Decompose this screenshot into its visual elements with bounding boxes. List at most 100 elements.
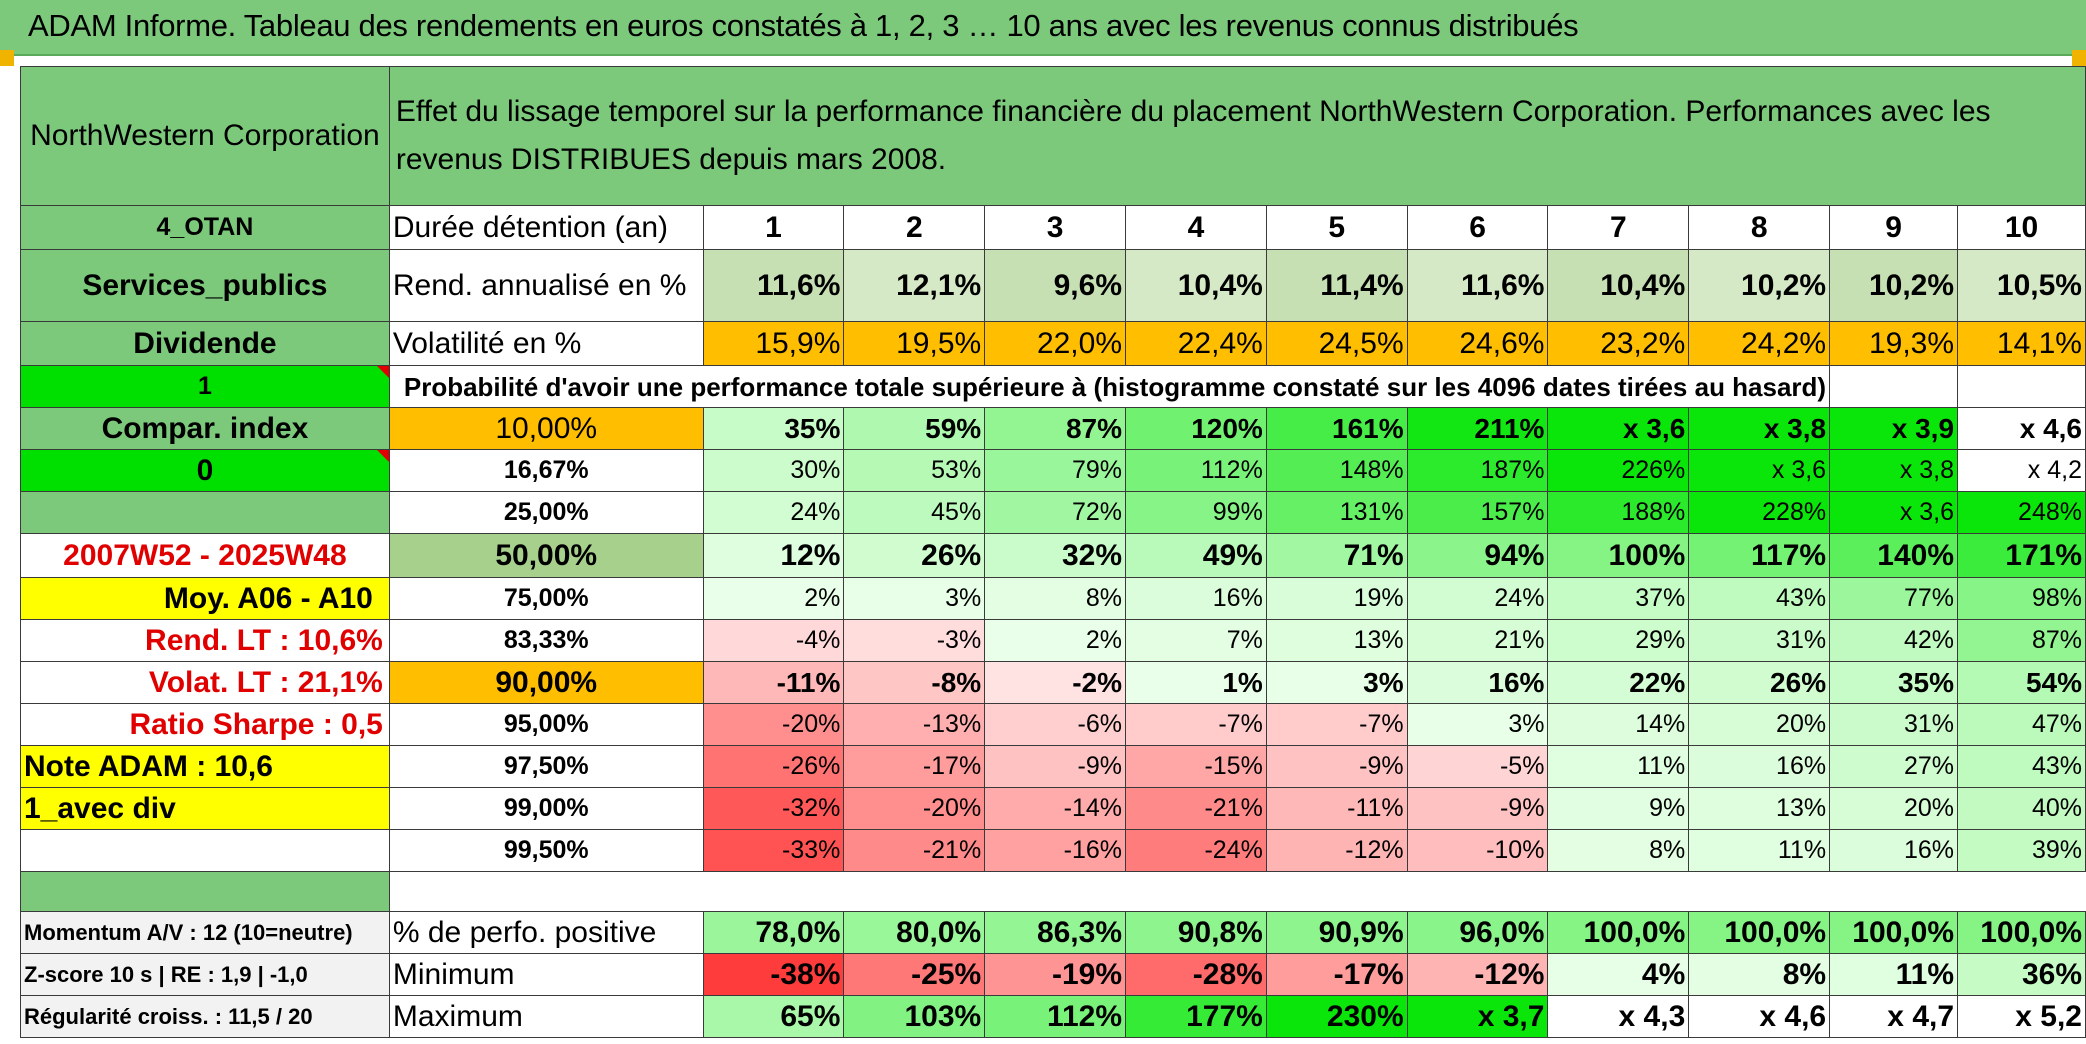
volat-value: 15,9% <box>702 321 845 366</box>
spacer-cell <box>20 871 390 912</box>
stat-value: -38% <box>702 953 845 996</box>
empty-cell <box>20 829 390 872</box>
quantile-value: 43% <box>1957 745 2086 788</box>
quantile-value: -17% <box>843 745 986 788</box>
quantile-value: 13% <box>1688 787 1831 830</box>
year-header: 5 <box>1265 205 1408 250</box>
year-header: 8 <box>1688 205 1831 250</box>
stat-value: 100,0% <box>1829 911 1959 954</box>
quantile-value: -5% <box>1406 745 1549 788</box>
quantile-value: 13% <box>1265 619 1408 662</box>
spacer-cell <box>389 872 2085 912</box>
report-title: ADAM Informe. Tableau des rendements en … <box>28 8 1579 43</box>
quantile-value: -14% <box>984 787 1127 830</box>
stat-value: x 4,3 <box>1547 995 1690 1038</box>
rend-value: 10,2% <box>1688 249 1831 322</box>
quantile-value: 11% <box>1688 829 1831 872</box>
quantile-value: 22% <box>1547 661 1690 704</box>
flag-0: 0 <box>20 449 390 492</box>
quantile-value: 26% <box>843 533 986 578</box>
regularite: Régularité croiss. : 11,5 / 20 <box>20 995 390 1038</box>
quantile-value: 148% <box>1265 449 1408 492</box>
year-header: 9 <box>1829 205 1959 250</box>
quantile-value: 24% <box>1406 577 1549 620</box>
stat-value: 96,0% <box>1406 911 1549 954</box>
quantile-value: 39% <box>1957 829 2086 872</box>
quantile-value: -11% <box>702 661 845 704</box>
quantile-value: x 3,8 <box>1688 407 1831 450</box>
sharpe-ratio: Ratio Sharpe : 0,5 <box>20 703 390 746</box>
quantile-value: -10% <box>1406 829 1549 872</box>
flag-1: 1 <box>20 365 390 408</box>
stat-value: 80,0% <box>843 911 986 954</box>
stat-value: 103% <box>843 995 986 1038</box>
quantile-value: -9% <box>1265 745 1408 788</box>
quantile-value: -12% <box>1265 829 1408 872</box>
volat-value: 19,3% <box>1829 321 1959 366</box>
stat-value: 11% <box>1829 953 1959 996</box>
quantile-value: 8% <box>984 577 1127 620</box>
quantile-pct: 16,67% <box>388 449 704 492</box>
volat-label: Volatilité en % <box>388 321 704 366</box>
quantile-value: 100% <box>1547 533 1690 578</box>
quantile-value: x 3,8 <box>1829 449 1959 492</box>
quantile-value: 228% <box>1688 491 1831 534</box>
volat-value: 23,2% <box>1547 321 1690 366</box>
z-score: Z-score 10 s | RE : 1,9 | -1,0 <box>20 953 390 996</box>
volat-value: 22,4% <box>1125 321 1267 366</box>
year-header: 3 <box>984 205 1127 250</box>
quantile-value: 248% <box>1957 491 2086 534</box>
quantile-value: 12% <box>702 533 845 578</box>
quantile-value: 45% <box>843 491 986 534</box>
stat-value: 90,9% <box>1265 911 1408 954</box>
quantile-pct: 99,50% <box>388 829 704 872</box>
quantile-pct: 83,33% <box>388 619 704 662</box>
quantile-value: 31% <box>1688 619 1831 662</box>
rend-value: 9,6% <box>984 249 1127 322</box>
quantile-value: x 4,6 <box>1957 407 2086 450</box>
volat-lt: Volat. LT : 21,1% <box>20 661 390 704</box>
rend-label: Rend. annualisé en % <box>388 249 704 322</box>
quantile-pct: 95,00% <box>388 703 704 746</box>
year-header: 4 <box>1125 205 1267 250</box>
year-header: 10 <box>1957 205 2086 250</box>
quantile-value: -4% <box>702 619 845 662</box>
quantile-value: 54% <box>1957 661 2086 704</box>
quantile-value: -24% <box>1125 829 1267 872</box>
side-type: Dividende <box>20 321 390 366</box>
quantile-value: 53% <box>843 449 986 492</box>
quantile-value: 40% <box>1957 787 2086 830</box>
stat-value: -28% <box>1125 953 1267 996</box>
rend-value: 11,4% <box>1265 249 1408 322</box>
rend-value: 11,6% <box>1406 249 1549 322</box>
stat-label: % de perfo. positive <box>388 911 704 954</box>
quantile-pct: 99,00% <box>388 787 704 830</box>
stat-value: x 4,7 <box>1829 995 1959 1038</box>
quantile-value: -20% <box>702 703 845 746</box>
empty-cell <box>1829 365 1959 408</box>
stat-value: 90,8% <box>1125 911 1267 954</box>
side-sector: Services_publics <box>20 249 390 322</box>
quantile-value: 27% <box>1829 745 1959 788</box>
quantile-value: 94% <box>1406 533 1549 578</box>
rend-value: 12,1% <box>843 249 986 322</box>
rend-value: 10,5% <box>1957 249 2086 322</box>
quantile-value: 43% <box>1688 577 1831 620</box>
quantile-value: 2% <box>984 619 1127 662</box>
quantile-value: 20% <box>1829 787 1959 830</box>
quantile-value: 26% <box>1688 661 1831 704</box>
stat-value: -19% <box>984 953 1127 996</box>
quantile-value: 112% <box>1125 449 1267 492</box>
quantile-value: -2% <box>984 661 1127 704</box>
quantile-value: 187% <box>1406 449 1549 492</box>
stat-value: 8% <box>1688 953 1831 996</box>
quantile-value: x 3,9 <box>1829 407 1959 450</box>
quantile-value: 87% <box>984 407 1127 450</box>
stat-value: 177% <box>1125 995 1267 1038</box>
quantile-value: 16% <box>1125 577 1267 620</box>
quantile-value: -21% <box>1125 787 1267 830</box>
quantile-value: -16% <box>984 829 1127 872</box>
probability-label: Probabilité d'avoir une performance tota… <box>388 365 1831 408</box>
quantile-value: -13% <box>843 703 986 746</box>
quantile-value: 1% <box>1125 661 1267 704</box>
